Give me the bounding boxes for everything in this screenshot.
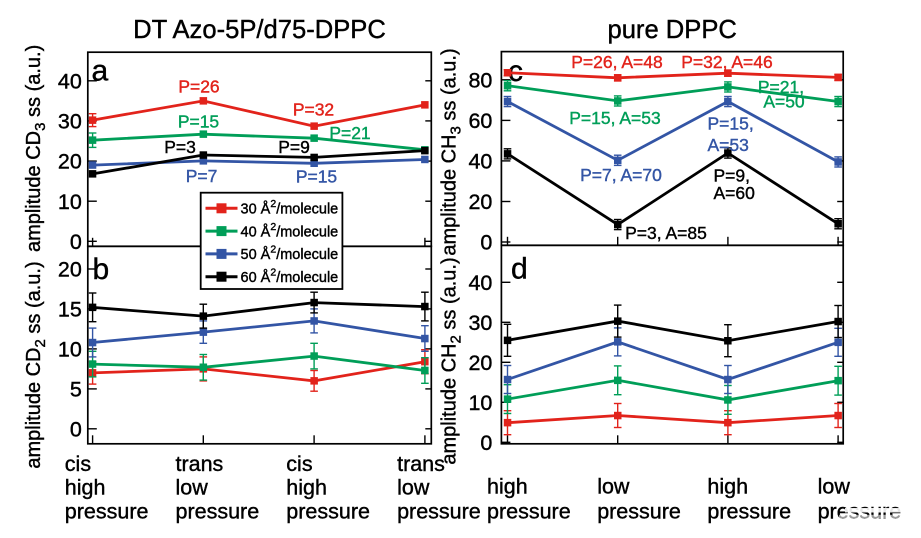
svg-text:low: low	[176, 476, 209, 500]
svg-text:pressure: pressure	[65, 500, 149, 524]
svg-text:pressure: pressure	[286, 500, 370, 524]
svg-text:amplitude CH3 ss (a.u.): amplitude CH3 ss (a.u.)	[439, 48, 465, 255]
svg-text:5: 5	[70, 378, 82, 402]
svg-text:amplitude CH2 ss (a.u.): amplitude CH2 ss (a.u.)	[439, 257, 465, 464]
svg-text:A=50: A=50	[763, 92, 805, 112]
svg-text:10: 10	[58, 338, 82, 362]
svg-text:trans: trans	[397, 452, 445, 476]
svg-text:high: high	[65, 476, 106, 500]
svg-text:40 Å2/molecule: 40 Å2/molecule	[241, 221, 339, 241]
svg-text:amplitude CD3 ss (a.u.): amplitude CD3 ss (a.u.)	[23, 45, 49, 252]
svg-text:cis: cis	[286, 452, 312, 476]
svg-text:80: 80	[468, 69, 492, 93]
svg-text:P=26, A=48: P=26, A=48	[571, 52, 662, 72]
svg-text:A=60: A=60	[714, 183, 756, 203]
svg-text:P=7, A=70: P=7, A=70	[580, 165, 662, 185]
svg-text:P=15: P=15	[178, 112, 219, 132]
svg-text:high: high	[286, 476, 327, 500]
svg-text:pressure: pressure	[176, 500, 260, 524]
svg-text:40: 40	[468, 271, 492, 295]
svg-text:d: d	[511, 253, 528, 286]
svg-text:30: 30	[468, 311, 492, 335]
svg-text:P=15,: P=15,	[708, 114, 754, 134]
svg-text:P=21,: P=21,	[758, 77, 804, 97]
svg-text:10: 10	[58, 190, 82, 214]
svg-text:P=3, A=85: P=3, A=85	[625, 223, 707, 243]
svg-text:P=21: P=21	[329, 123, 370, 143]
svg-text:50 Å2/molecule: 50 Å2/molecule	[241, 244, 339, 264]
svg-text:high: high	[707, 475, 748, 499]
svg-text:P=7: P=7	[186, 166, 218, 186]
svg-text:P=26: P=26	[178, 77, 219, 97]
svg-text:30: 30	[58, 110, 82, 134]
svg-text:P=9: P=9	[278, 137, 310, 157]
svg-text:c: c	[508, 55, 523, 88]
svg-text:DT Azo-5P/d75-DPPC: DT Azo-5P/d75-DPPC	[133, 16, 386, 44]
svg-text:P=15: P=15	[296, 167, 337, 187]
svg-text:pressure: pressure	[707, 500, 791, 524]
svg-text:60 Å2/molecule: 60 Å2/molecule	[241, 266, 339, 286]
svg-text:trans: trans	[176, 452, 224, 476]
svg-text:P=3: P=3	[164, 137, 196, 157]
svg-text:low: low	[597, 475, 630, 499]
svg-text:low: low	[397, 476, 430, 500]
svg-text:A=53: A=53	[708, 135, 749, 155]
svg-text:0: 0	[480, 431, 492, 455]
svg-text:pure DPPC: pure DPPC	[607, 16, 736, 44]
svg-text:40: 40	[468, 150, 492, 174]
svg-text:pressure: pressure	[397, 500, 481, 524]
svg-text:amplitude CD2 ss (a.u.): amplitude CD2 ss (a.u.)	[23, 261, 49, 468]
svg-text:0: 0	[480, 231, 492, 255]
svg-text:20: 20	[468, 351, 492, 375]
svg-text:a: a	[92, 55, 109, 88]
svg-text:20: 20	[58, 258, 82, 282]
svg-text:20: 20	[468, 190, 492, 214]
svg-text:P=32, A=46: P=32, A=46	[681, 52, 772, 72]
svg-text:30 Å2/molecule: 30 Å2/molecule	[241, 198, 339, 218]
svg-text:pressure: pressure	[597, 500, 681, 524]
svg-text:high: high	[487, 475, 528, 499]
svg-text:0: 0	[70, 230, 82, 254]
svg-text:cis: cis	[65, 452, 91, 476]
svg-text:10: 10	[468, 391, 492, 415]
svg-text:P=9,: P=9,	[714, 166, 751, 186]
svg-text:P=32: P=32	[293, 100, 334, 120]
svg-text:60: 60	[468, 109, 492, 133]
svg-text:0: 0	[70, 417, 82, 441]
svg-text:40: 40	[58, 70, 82, 94]
svg-text:low: low	[818, 475, 851, 499]
svg-text:b: b	[93, 253, 110, 286]
svg-text:P=15, A=53: P=15, A=53	[569, 108, 660, 128]
svg-text:20: 20	[58, 150, 82, 174]
svg-text:pressure: pressure	[487, 500, 571, 524]
svg-text:15: 15	[58, 298, 82, 322]
